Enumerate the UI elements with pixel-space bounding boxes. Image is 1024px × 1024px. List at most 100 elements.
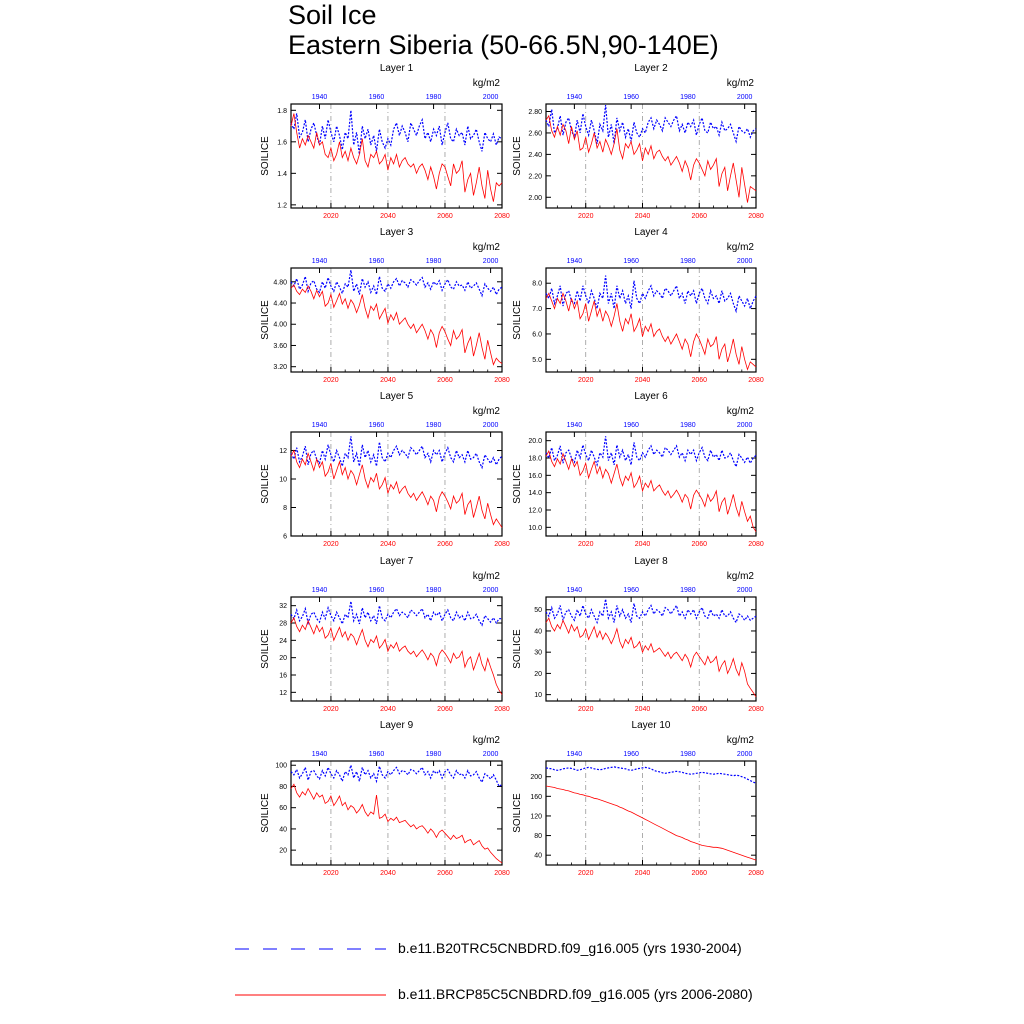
y-tick-label: 1.4 xyxy=(277,171,287,178)
y-tick-label: 32 xyxy=(279,603,287,610)
y-tick-label: 20 xyxy=(279,655,287,662)
y-tick-label: 20 xyxy=(534,671,542,678)
x-tick-label: 2020 xyxy=(323,870,339,877)
y-tick-label: 60 xyxy=(279,805,287,812)
y-tick-label: 4.40 xyxy=(273,301,287,308)
y-tick-label: 2.40 xyxy=(528,152,542,159)
panel-layer-5: Layer 5 kg/m2 SOILICE 2020 2040 2060 2080 1940 1… xyxy=(260,391,510,548)
top-x-tick-label: 1980 xyxy=(426,94,442,101)
x-tick-label: 2040 xyxy=(380,213,396,220)
y-tick-label: 10 xyxy=(279,477,287,484)
top-x-tick-label: 1980 xyxy=(680,587,696,594)
y-axis-label: SOILICE xyxy=(512,793,523,833)
page-title: Soil Ice xyxy=(288,0,377,30)
y-tick-label: 120 xyxy=(530,813,542,820)
top-x-tick-label: 1960 xyxy=(623,258,639,265)
series-line-future xyxy=(290,449,503,528)
x-tick-label: 2020 xyxy=(323,377,339,384)
x-tick-label: 2060 xyxy=(691,213,707,220)
y-tick-label: 14.0 xyxy=(528,490,542,497)
series-line-future xyxy=(545,292,757,371)
units-label: kg/m2 xyxy=(473,242,501,253)
top-x-tick-label: 2000 xyxy=(737,258,753,265)
y-tick-label: 20 xyxy=(279,848,287,855)
top-x-tick-label: 1940 xyxy=(567,258,583,265)
x-tick-label: 2040 xyxy=(635,213,651,220)
series-line-future xyxy=(290,783,503,864)
y-tick-label: 18.0 xyxy=(528,456,542,463)
y-axis-label: SOILICE xyxy=(260,793,271,833)
top-x-tick-label: 1960 xyxy=(369,258,385,265)
x-tick-label: 2060 xyxy=(437,870,453,877)
series-line-historical xyxy=(290,436,503,470)
plot-frame xyxy=(290,596,503,702)
x-tick-label: 2060 xyxy=(437,377,453,384)
top-x-tick-label: 1940 xyxy=(312,422,328,429)
x-tick-label: 2080 xyxy=(748,541,764,548)
x-tick-label: 2020 xyxy=(578,377,594,384)
series-line-historical xyxy=(290,269,503,298)
top-x-tick-label: 1980 xyxy=(680,94,696,101)
x-tick-label: 2060 xyxy=(691,541,707,548)
units-label: kg/m2 xyxy=(727,406,755,417)
y-axis-label: SOILICE xyxy=(260,136,271,176)
y-axis-label: SOILICE xyxy=(260,629,271,669)
x-tick-label: 2080 xyxy=(494,377,510,384)
y-tick-label: 1.6 xyxy=(277,139,287,146)
y-tick-label: 24 xyxy=(279,638,287,645)
y-tick-label: 10 xyxy=(534,692,542,699)
top-x-tick-label: 1960 xyxy=(623,587,639,594)
x-tick-label: 2040 xyxy=(635,377,651,384)
series-line-historical xyxy=(290,762,503,788)
units-label: kg/m2 xyxy=(473,735,501,746)
panel-layer-3: Layer 3 kg/m2 SOILICE 2020 2040 2060 2080 1940 1… xyxy=(260,227,510,384)
series-line-future xyxy=(545,114,757,203)
x-tick-label: 2040 xyxy=(635,706,651,713)
panel-title: Layer 6 xyxy=(634,391,668,402)
y-tick-label: 28 xyxy=(279,621,287,628)
series-line-future xyxy=(290,616,503,695)
y-tick-label: 1.2 xyxy=(277,202,287,209)
panel-title: Layer 5 xyxy=(380,391,414,402)
y-tick-label: 10.0 xyxy=(528,525,542,532)
panel-layer-1: Layer 1 kg/m2 SOILICE 2020 2040 2060 2080 1940 1… xyxy=(260,63,510,220)
y-tick-label: 2.80 xyxy=(528,109,542,116)
y-tick-label: 8.0 xyxy=(532,281,542,288)
top-x-tick-label: 1960 xyxy=(369,751,385,758)
panel-title: Layer 1 xyxy=(380,63,414,74)
panel-title: Layer 4 xyxy=(634,227,668,238)
top-x-tick-label: 1980 xyxy=(680,751,696,758)
top-x-tick-label: 1940 xyxy=(567,94,583,101)
x-tick-label: 2060 xyxy=(691,377,707,384)
y-tick-label: 50 xyxy=(534,607,542,614)
y-tick-label: 5.0 xyxy=(532,357,542,364)
units-label: kg/m2 xyxy=(473,78,501,89)
y-axis-label: SOILICE xyxy=(512,629,523,669)
units-label: kg/m2 xyxy=(727,78,755,89)
y-tick-label: 12.0 xyxy=(528,508,542,515)
units-label: kg/m2 xyxy=(727,735,755,746)
y-tick-label: 2.20 xyxy=(528,173,542,180)
top-x-tick-label: 1960 xyxy=(623,751,639,758)
panel-layer-10: Layer 10 kg/m2 SOILICE 2020 2040 2060 2080 1940… xyxy=(512,720,764,877)
y-tick-label: 40 xyxy=(534,853,542,860)
x-tick-label: 2080 xyxy=(748,213,764,220)
top-x-tick-label: 1980 xyxy=(680,258,696,265)
top-x-tick-label: 1960 xyxy=(369,587,385,594)
panel-layer-4: Layer 4 kg/m2 SOILICE 2020 2040 2060 2080 1940 1… xyxy=(512,227,764,384)
y-tick-label: 40 xyxy=(279,826,287,833)
x-tick-label: 2020 xyxy=(578,706,594,713)
series-line-historical xyxy=(545,436,757,469)
panel-title: Layer 9 xyxy=(380,720,414,731)
y-tick-label: 12 xyxy=(279,690,287,697)
x-tick-label: 2060 xyxy=(437,541,453,548)
series-line-historical xyxy=(545,599,757,625)
y-tick-label: 8 xyxy=(283,505,287,512)
top-x-tick-label: 2000 xyxy=(483,258,499,265)
y-tick-label: 40 xyxy=(534,628,542,635)
top-x-tick-label: 1940 xyxy=(567,587,583,594)
plot-frame xyxy=(290,431,503,537)
y-tick-label: 4.80 xyxy=(273,279,287,286)
y-tick-label: 12 xyxy=(279,448,287,455)
series-line-future xyxy=(545,785,757,861)
